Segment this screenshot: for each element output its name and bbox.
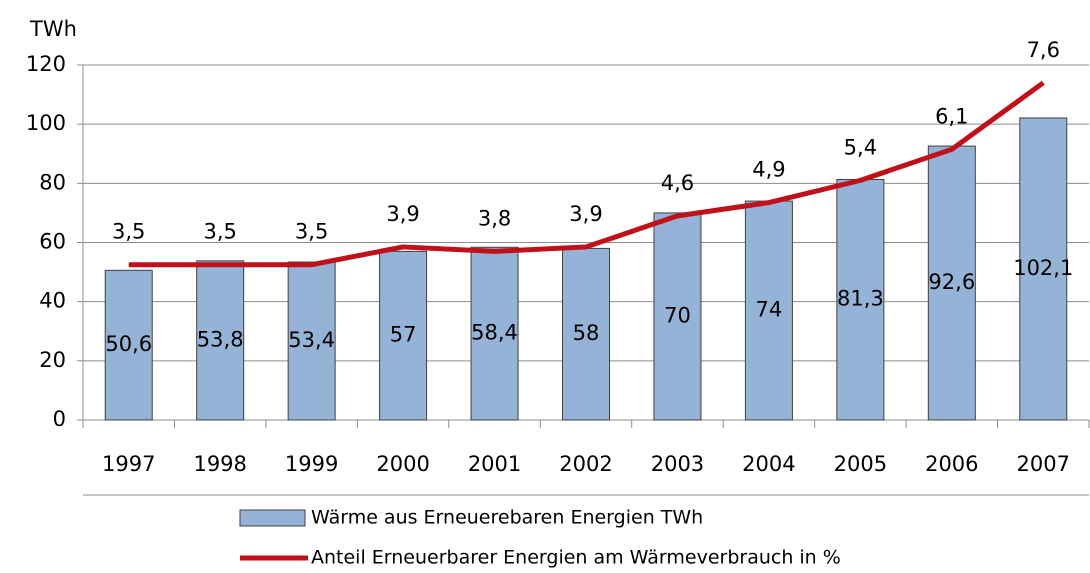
bar xyxy=(470,246,519,421)
bar-value-label: 58,4 xyxy=(471,321,518,345)
bar xyxy=(104,269,153,421)
x-tick-label: 1999 xyxy=(285,452,338,476)
line-value-label: 3,5 xyxy=(112,220,145,244)
bar-value-label: 70 xyxy=(664,303,691,327)
bar xyxy=(562,247,610,421)
bar xyxy=(927,145,976,421)
line-value-label: 3,9 xyxy=(569,202,602,226)
bar-value-label: 74 xyxy=(756,298,783,322)
bar xyxy=(653,212,702,421)
legend-label: Anteil Erneuerbarer Energien am Wärmever… xyxy=(311,547,841,569)
legend-label: Wärme aus Erneuerebaren Energien TWh xyxy=(311,507,703,529)
bar xyxy=(287,261,336,421)
bar-value-label: 53,8 xyxy=(197,327,244,351)
x-tick-label: 2005 xyxy=(834,452,887,476)
line-value-label: 7,6 xyxy=(1027,38,1060,62)
line-value-label: 3,9 xyxy=(386,202,419,226)
y-tick-label: 100 xyxy=(26,111,66,135)
y-tick-label: 80 xyxy=(39,170,66,194)
line xyxy=(128,80,1045,268)
x-tick-label: 2004 xyxy=(742,452,795,476)
bar-value-label: 53,4 xyxy=(288,328,335,352)
y-tick-label: 120 xyxy=(26,52,66,76)
bar xyxy=(744,200,793,421)
bar-value-label: 57 xyxy=(390,323,417,347)
bar xyxy=(379,250,428,421)
x-tick-label: 2006 xyxy=(925,452,978,476)
line-value-label: 3,5 xyxy=(295,220,328,244)
bar-value-label: 58 xyxy=(573,321,600,345)
y-axis-label: TWh xyxy=(29,17,77,41)
x-tick-label: 1997 xyxy=(102,452,155,476)
line-value-label: 3,8 xyxy=(478,206,511,230)
line-value-label: 4,9 xyxy=(752,158,785,182)
line-value-label: 3,5 xyxy=(203,220,236,244)
bar xyxy=(836,178,885,421)
line-value-label: 6,1 xyxy=(935,104,968,128)
line-value-label: 4,6 xyxy=(661,171,694,195)
x-tick-label: 2001 xyxy=(468,452,521,476)
y-tick-label: 20 xyxy=(39,348,66,372)
bar-value-label: 92,6 xyxy=(928,270,975,294)
x-tick-label: 1998 xyxy=(193,452,246,476)
bar-value-label: 50,6 xyxy=(105,332,152,356)
x-tick-label: 2002 xyxy=(559,452,612,476)
x-tick-label: 2003 xyxy=(651,452,704,476)
legend-swatch xyxy=(239,509,306,527)
bar-value-label: 81,3 xyxy=(837,287,884,311)
y-tick-label: 40 xyxy=(39,289,66,313)
y-tick-label: 60 xyxy=(39,230,66,254)
x-tick-label: 2007 xyxy=(1017,452,1070,476)
bar xyxy=(196,260,245,421)
bar-value-label: 102,1 xyxy=(1013,256,1073,280)
x-tick-label: 2000 xyxy=(376,452,429,476)
bar xyxy=(1019,117,1068,421)
y-tick-label: 0 xyxy=(53,407,66,431)
line-value-label: 5,4 xyxy=(844,135,877,159)
